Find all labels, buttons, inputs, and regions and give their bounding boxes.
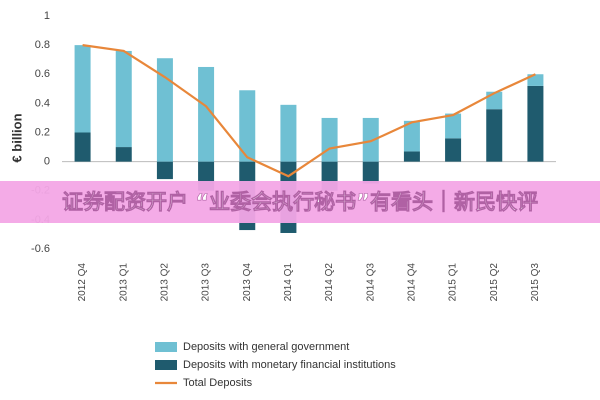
banner-background [0,181,600,223]
bar [486,109,503,162]
bar [527,74,544,86]
bar [445,138,462,162]
bar [198,66,215,162]
bar [362,161,379,184]
y-tick-label: 0.8 [35,39,50,51]
banner-text: 证券配资开户 “业委会执行秘书”有看头｜新民快评 [62,190,538,214]
legend-label: Total Deposits [183,377,253,389]
x-tick-label: 2013 Q2 [160,263,171,302]
y-tick-label: 1 [44,10,50,22]
x-tick-label: 2014 Q1 [283,263,294,302]
y-tick-label: 0.4 [35,97,50,109]
bar [156,161,173,180]
bar [156,58,173,162]
bar [527,85,544,162]
line [82,44,536,178]
legend-swatch [155,360,177,370]
bar [445,113,462,139]
x-tick-label: 2013 Q4 [242,263,253,302]
y-axis-label: € billion [9,113,24,162]
x-tick-label: 2015 Q3 [530,263,541,302]
x-tick-label: 2014 Q4 [407,263,418,302]
x-tick-label: 2013 Q1 [118,263,129,302]
x-tick-label: 2013 Q3 [201,263,212,302]
bar [403,151,420,162]
bar [115,147,132,162]
bar [403,120,420,152]
x-tick-label: 2014 Q2 [324,263,335,302]
bar [239,90,256,162]
x-tick-label: 2015 Q1 [448,263,459,302]
bar [74,132,91,162]
x-tick-label: 2014 Q3 [365,263,376,302]
y-tick-label: 0.6 [35,68,50,80]
bar [280,104,297,162]
legend-label: Deposits with monetary financial institu… [183,359,396,371]
y-tick-label: 0 [44,156,50,168]
bar [321,117,338,162]
legend-label: Deposits with general government [183,341,349,353]
x-tick-label: 2015 Q2 [489,263,500,302]
bar [362,117,379,162]
bar [115,50,132,148]
bar [74,45,91,133]
x-tick-label: 2012 Q4 [77,263,88,302]
y-tick-label: 0.2 [35,126,50,138]
legend-swatch [155,342,177,352]
y-tick-label: -0.6 [31,243,50,255]
